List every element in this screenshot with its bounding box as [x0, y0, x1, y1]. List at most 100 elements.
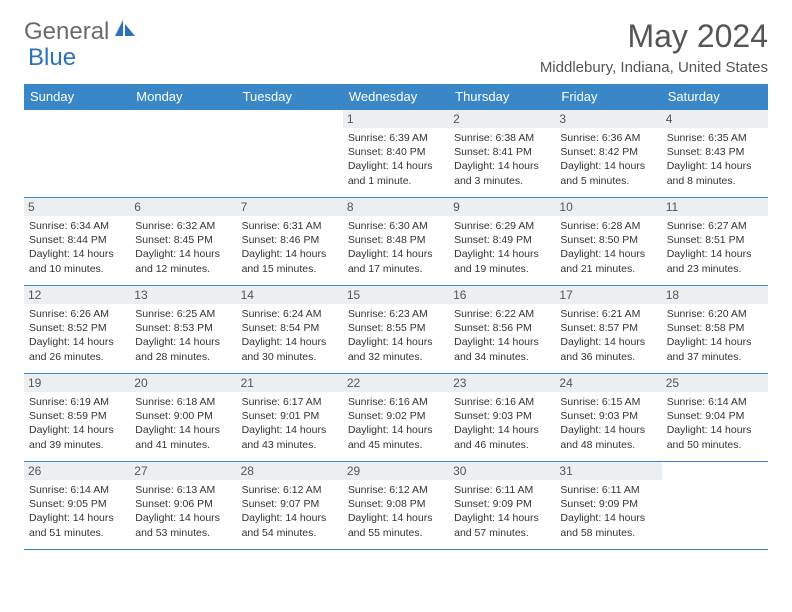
weekday-header: Saturday [662, 84, 768, 110]
calendar-day-cell: 30Sunrise: 6:11 AMSunset: 9:09 PMDayligh… [449, 462, 555, 550]
calendar-day-cell: 9Sunrise: 6:29 AMSunset: 8:49 PMDaylight… [449, 198, 555, 286]
sunset-text: Sunset: 9:09 PM [454, 497, 550, 511]
sunset-text: Sunset: 9:09 PM [560, 497, 656, 511]
sunrise-text: Sunrise: 6:23 AM [348, 307, 444, 321]
sunset-text: Sunset: 8:43 PM [667, 145, 763, 159]
sunrise-text: Sunrise: 6:15 AM [560, 395, 656, 409]
sunset-text: Sunset: 8:46 PM [242, 233, 338, 247]
sunset-text: Sunset: 9:04 PM [667, 409, 763, 423]
sunset-text: Sunset: 9:03 PM [454, 409, 550, 423]
sunset-text: Sunset: 8:55 PM [348, 321, 444, 335]
sunrise-text: Sunrise: 6:26 AM [29, 307, 125, 321]
daylight-text: Daylight: 14 hours and 17 minutes. [348, 247, 444, 275]
sunset-text: Sunset: 8:49 PM [454, 233, 550, 247]
calendar-day-cell: 23 Sunrise: 6:16 AMSunset: 9:03 PMDayligh… [449, 374, 555, 462]
sunset-text: Sunset: 8:48 PM [348, 233, 444, 247]
daylight-text: Daylight: 14 hours and 39 minutes. [29, 423, 125, 451]
calendar-week-row: 5Sunrise: 6:34 AMSunset: 8:44 PMDaylight… [24, 198, 768, 286]
calendar-day-cell: 27Sunrise: 6:13 AMSunset: 9:06 PMDayligh… [130, 462, 236, 550]
daylight-text: Daylight: 14 hours and 55 minutes. [348, 511, 444, 539]
calendar-body: 1Sunrise: 6:39 AMSunset: 8:40 PMDaylight… [24, 110, 768, 550]
sunset-text: Sunset: 8:53 PM [135, 321, 231, 335]
day-number: 12 [24, 286, 130, 304]
sunset-text: Sunset: 9:03 PM [560, 409, 656, 423]
day-number: 6 [130, 198, 236, 216]
sunrise-text: Sunrise: 6:24 AM [242, 307, 338, 321]
day-number: 8 [343, 198, 449, 216]
calendar-day-cell: 18 Sunrise: 6:20 AMSunset: 8:58 PMDayligh… [662, 286, 768, 374]
daylight-text: Daylight: 14 hours and 53 minutes. [135, 511, 231, 539]
daylight-text: Daylight: 14 hours and 1 minute. [348, 159, 444, 187]
daylight-text: Daylight: 14 hours and 19 minutes. [454, 247, 550, 275]
calendar-day-cell: 22Sunrise: 6:16 AMSunset: 9:02 PMDayligh… [343, 374, 449, 462]
day-info: Sunrise: 6:24 AMSunset: 8:54 PMDaylight:… [242, 307, 338, 364]
day-info: Sunrise: 6:16 AMSunset: 9:03 PMDaylight:… [454, 395, 550, 452]
day-info: Sunrise: 6:15 AMSunset: 9:03 PMDaylight:… [560, 395, 656, 452]
daylight-text: Daylight: 14 hours and 26 minutes. [29, 335, 125, 363]
daylight-text: Daylight: 14 hours and 21 minutes. [560, 247, 656, 275]
day-number: 29 [343, 462, 449, 480]
logo-word2: Blue [28, 44, 76, 72]
daylight-text: Daylight: 14 hours and 32 minutes. [348, 335, 444, 363]
sunset-text: Sunset: 8:44 PM [29, 233, 125, 247]
daylight-text: Daylight: 14 hours and 12 minutes. [135, 247, 231, 275]
calendar-day-cell [24, 110, 130, 198]
weekday-header: Wednesday [343, 84, 449, 110]
daylight-text: Daylight: 14 hours and 23 minutes. [667, 247, 763, 275]
day-info: Sunrise: 6:32 AMSunset: 8:45 PMDaylight:… [135, 219, 231, 276]
day-number: 16 [449, 286, 555, 304]
sunset-text: Sunset: 8:58 PM [667, 321, 763, 335]
daylight-text: Daylight: 14 hours and 51 minutes. [29, 511, 125, 539]
sunset-text: Sunset: 9:05 PM [29, 497, 125, 511]
daylight-text: Daylight: 14 hours and 34 minutes. [454, 335, 550, 363]
sunrise-text: Sunrise: 6:20 AM [667, 307, 763, 321]
day-number: 11 [662, 198, 768, 216]
daylight-text: Daylight: 14 hours and 5 minutes. [560, 159, 656, 187]
sunrise-text: Sunrise: 6:19 AM [29, 395, 125, 409]
sunrise-text: Sunrise: 6:32 AM [135, 219, 231, 233]
calendar-day-cell: 17Sunrise: 6:21 AMSunset: 8:57 PMDayligh… [555, 286, 661, 374]
sunset-text: Sunset: 8:45 PM [135, 233, 231, 247]
day-number: 19 [24, 374, 130, 392]
day-number: 5 [24, 198, 130, 216]
calendar-day-cell: 24 Sunrise: 6:15 AMSunset: 9:03 PMDayligh… [555, 374, 661, 462]
sunrise-text: Sunrise: 6:36 AM [560, 131, 656, 145]
day-info: Sunrise: 6:20 AMSunset: 8:58 PMDaylight:… [667, 307, 763, 364]
day-number: 24 [555, 374, 661, 392]
calendar-day-cell: 21Sunrise: 6:17 AMSunset: 9:01 PMDayligh… [237, 374, 343, 462]
sunrise-text: Sunrise: 6:16 AM [454, 395, 550, 409]
sunrise-text: Sunrise: 6:16 AM [348, 395, 444, 409]
sunrise-text: Sunrise: 6:31 AM [242, 219, 338, 233]
day-info: Sunrise: 6:14 AMSunset: 9:05 PMDaylight:… [29, 483, 125, 540]
sunrise-text: Sunrise: 6:12 AM [242, 483, 338, 497]
day-number: 18 [662, 286, 768, 304]
calendar-day-cell: 12Sunrise: 6:26 AMSunset: 8:52 PMDayligh… [24, 286, 130, 374]
calendar-day-cell: 28Sunrise: 6:12 AMSunset: 9:07 PMDayligh… [237, 462, 343, 550]
day-number: 23 [449, 374, 555, 392]
day-info: Sunrise: 6:14 AMSunset: 9:04 PMDaylight:… [667, 395, 763, 452]
daylight-text: Daylight: 14 hours and 3 minutes. [454, 159, 550, 187]
daylight-text: Daylight: 14 hours and 45 minutes. [348, 423, 444, 451]
weekday-header: Monday [130, 84, 236, 110]
sunset-text: Sunset: 9:01 PM [242, 409, 338, 423]
day-info: Sunrise: 6:18 AMSunset: 9:00 PMDaylight:… [135, 395, 231, 452]
daylight-text: Daylight: 14 hours and 46 minutes. [454, 423, 550, 451]
day-number: 14 [237, 286, 343, 304]
day-info: Sunrise: 6:17 AMSunset: 9:01 PMDaylight:… [242, 395, 338, 452]
day-number: 7 [237, 198, 343, 216]
day-info: Sunrise: 6:22 AMSunset: 8:56 PMDaylight:… [454, 307, 550, 364]
day-info: Sunrise: 6:31 AMSunset: 8:46 PMDaylight:… [242, 219, 338, 276]
calendar-day-cell: 6 Sunrise: 6:32 AMSunset: 8:45 PMDaylight… [130, 198, 236, 286]
weekday-header: Tuesday [237, 84, 343, 110]
calendar-day-cell: 15Sunrise: 6:23 AMSunset: 8:55 PMDayligh… [343, 286, 449, 374]
day-info: Sunrise: 6:21 AMSunset: 8:57 PMDaylight:… [560, 307, 656, 364]
sunset-text: Sunset: 8:50 PM [560, 233, 656, 247]
sunrise-text: Sunrise: 6:27 AM [667, 219, 763, 233]
sunrise-text: Sunrise: 6:14 AM [667, 395, 763, 409]
day-info: Sunrise: 6:13 AMSunset: 9:06 PMDaylight:… [135, 483, 231, 540]
calendar-day-cell: 3Sunrise: 6:36 AMSunset: 8:42 PMDaylight… [555, 110, 661, 198]
day-info: Sunrise: 6:25 AMSunset: 8:53 PMDaylight:… [135, 307, 231, 364]
daylight-text: Daylight: 14 hours and 50 minutes. [667, 423, 763, 451]
day-info: Sunrise: 6:35 AMSunset: 8:43 PMDaylight:… [667, 131, 763, 188]
day-info: Sunrise: 6:12 AMSunset: 9:07 PMDaylight:… [242, 483, 338, 540]
